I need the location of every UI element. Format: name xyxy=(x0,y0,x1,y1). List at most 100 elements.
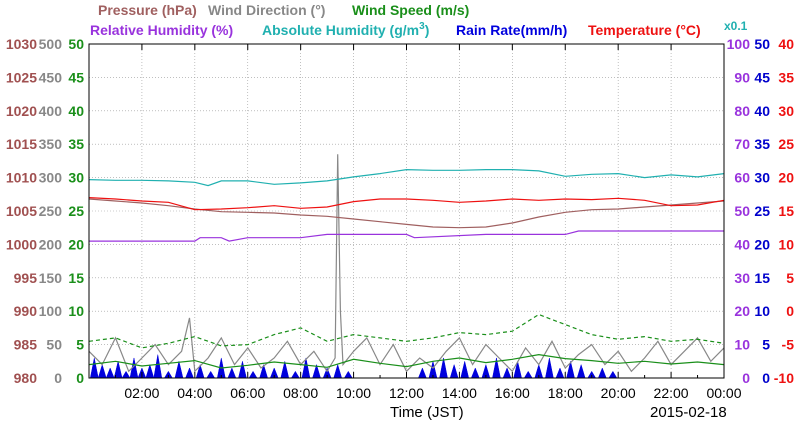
legend-relative-humidity: Relative Humidity (%) xyxy=(90,22,233,38)
series-rain-rate-spike xyxy=(153,354,163,379)
legend-wind-speed: Wind Speed (m/s) xyxy=(352,2,469,18)
y-tick-label-temperature: 20 xyxy=(778,170,794,186)
axes: 1030102510201015101010051000995990985980… xyxy=(6,36,794,401)
y-tick-label-rain-rate: 35 xyxy=(754,136,770,152)
y-tick-label-temperature: 30 xyxy=(778,103,794,119)
y-tick-label-wind-direction: 50 xyxy=(46,337,62,353)
x-tick-label: 16:00 xyxy=(495,385,530,401)
y-tick-label-relative-humidity: 50 xyxy=(734,203,750,219)
legend-absolute-humidity: Absolute Humidity (g/m3) xyxy=(262,21,429,38)
series-rain-rate-spike xyxy=(248,370,258,379)
y-tick-label-wind-direction: 350 xyxy=(39,136,63,152)
y-tick-label-wind-speed: 0 xyxy=(76,370,84,386)
y-tick-label-wind-direction: 250 xyxy=(39,203,63,219)
series-rain-rate-spike xyxy=(174,361,184,379)
x-tick-label: 20:00 xyxy=(601,385,636,401)
series-rain-rate-spike xyxy=(608,370,618,379)
y-tick-label-pressure: 1015 xyxy=(6,136,37,152)
series-rain-rate-spike xyxy=(89,357,99,379)
y-tick-label-wind-speed: 25 xyxy=(68,203,84,219)
y-tick-label-wind-direction: 450 xyxy=(39,69,63,85)
y-tick-label-relative-humidity: 100 xyxy=(727,36,751,52)
series-rain-rate-spike xyxy=(185,367,194,379)
series-rain-rate-spike xyxy=(523,370,533,379)
x-tick-label: 08:00 xyxy=(283,385,318,401)
y-tick-label-rain-rate: 40 xyxy=(754,103,770,119)
y-tick-label-temperature: 10 xyxy=(778,236,794,252)
series-rain-rate-spike xyxy=(97,363,107,379)
y-tick-label-pressure: 985 xyxy=(14,337,38,353)
y-tick-label-rain-rate: 45 xyxy=(754,69,770,85)
series-pressure-line xyxy=(88,198,725,229)
y-tick-label-relative-humidity: 30 xyxy=(734,270,750,286)
y-tick-label-rain-rate: 30 xyxy=(754,170,770,186)
y-tick-label-rain-rate: 0 xyxy=(762,370,770,386)
y-tick-label-pressure: 1025 xyxy=(6,69,37,85)
y-tick-label-wind-speed: 30 xyxy=(68,170,84,186)
grid xyxy=(89,44,724,378)
series-rain-rate-spike xyxy=(597,367,607,379)
y-tick-label-temperature: 15 xyxy=(778,203,794,219)
x-tick-label: 14:00 xyxy=(442,385,477,401)
y-tick-label-temperature: 40 xyxy=(778,36,794,52)
y-tick-label-pressure: 1005 xyxy=(6,203,37,219)
series-rain-rate-spike xyxy=(121,370,131,379)
series-rain-rate-spike xyxy=(343,370,353,379)
y-tick-label-wind-speed: 20 xyxy=(68,236,84,252)
y-tick-label-relative-humidity: 80 xyxy=(734,103,750,119)
series-rain-rate-spike xyxy=(105,367,115,379)
y-tick-label-pressure: 980 xyxy=(14,370,38,386)
y-tick-label-temperature: -10 xyxy=(774,370,794,386)
y-tick-label-relative-humidity: 70 xyxy=(734,136,750,152)
y-tick-label-wind-speed: 35 xyxy=(68,136,84,152)
y-tick-label-wind-direction: 300 xyxy=(39,170,63,186)
series-rain-rate-spike xyxy=(566,361,575,379)
series-rain-rate-spike xyxy=(333,363,343,379)
legend-absolute-humidity-label: Absolute Humidity (g/m xyxy=(262,22,419,38)
series-rain-rate-spike xyxy=(460,361,470,379)
series-rain-rate-spike xyxy=(513,361,522,379)
series-wind-direction-line xyxy=(88,154,725,373)
x-tick-label: 12:00 xyxy=(389,385,424,401)
legend-absolute-humidity-sup: 3 xyxy=(419,21,425,32)
y-tick-label-temperature: -5 xyxy=(782,337,795,353)
y-tick-label-temperature: 0 xyxy=(786,303,794,319)
y-tick-label-relative-humidity: 90 xyxy=(734,69,750,85)
legend-absolute-humidity-close: ) xyxy=(425,22,430,38)
series-rain-rate-spike xyxy=(545,357,554,379)
y-tick-label-temperature: 35 xyxy=(778,69,794,85)
plot-frame xyxy=(88,43,725,379)
y-tick-label-rain-rate: 25 xyxy=(754,203,770,219)
y-tick-label-wind-speed: 15 xyxy=(68,270,84,286)
y-tick-label-wind-direction: 0 xyxy=(54,370,62,386)
series-wind-speed-line xyxy=(88,353,725,369)
y-tick-label-wind-direction: 100 xyxy=(39,303,63,319)
series-rain-rate-spike xyxy=(418,367,427,379)
y-tick-label-rain-rate: 5 xyxy=(762,337,770,353)
y-tick-label-wind-direction: 500 xyxy=(39,36,63,52)
series-rain-rate-spike xyxy=(555,367,565,379)
y-tick-label-relative-humidity: 40 xyxy=(734,236,750,252)
series-rain-rate-spike xyxy=(145,363,155,379)
series-rain-rate-spike xyxy=(439,357,448,379)
y-tick-label-rain-rate: 50 xyxy=(754,36,770,52)
x-tick-label: 00:00 xyxy=(706,385,741,401)
series-rain-rate-spike xyxy=(227,367,237,379)
legend-rain-rate: Rain Rate(mm/h) xyxy=(456,22,567,38)
series-rain-rate-spike xyxy=(470,367,480,379)
y-tick-label-wind-speed: 45 xyxy=(68,69,84,85)
legend-wind-direction: Wind Direction (°) xyxy=(208,2,325,18)
legend-pressure: Pressure (hPa) xyxy=(98,2,197,18)
x-tick-label: 22:00 xyxy=(654,385,689,401)
x-tick-label: 04:00 xyxy=(177,385,212,401)
y-tick-label-wind-direction: 200 xyxy=(39,236,63,252)
y-tick-label-relative-humidity: 0 xyxy=(742,370,750,386)
y-tick-label-pressure: 1000 xyxy=(6,236,37,252)
x-axis-label: Time (JST) xyxy=(390,404,464,421)
legend: Pressure (hPa) Wind Direction (°) Wind S… xyxy=(90,2,748,38)
x-tick-label: 10:00 xyxy=(336,385,371,401)
series-absolute-humidity-line xyxy=(88,168,725,187)
y-tick-label-wind-direction: 150 xyxy=(39,270,63,286)
series-rain-rate-spike xyxy=(290,370,300,379)
